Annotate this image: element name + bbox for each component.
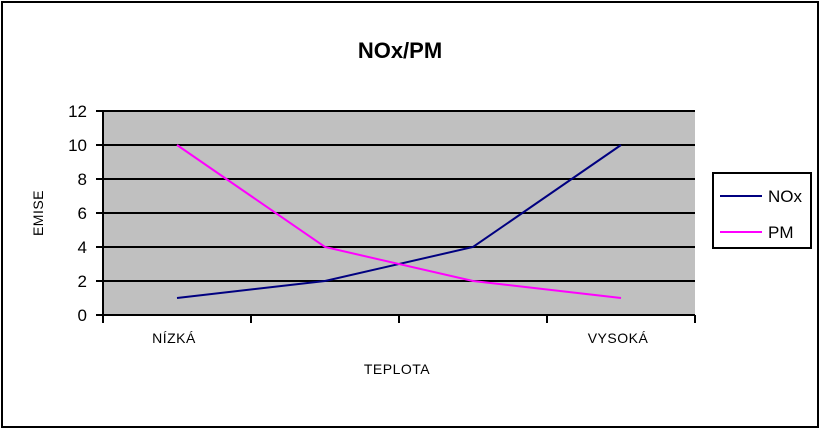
x-tick-label: VYSOKÁ <box>588 330 649 346</box>
y-tick-labels: 0 2 4 6 8 10 12 <box>68 102 87 325</box>
legend: NOx PM <box>712 172 812 249</box>
x-tick-labels: NÍZKÁ VYSOKÁ <box>152 330 648 346</box>
y-tick-label: 8 <box>78 170 87 189</box>
chart-title: NOx/PM <box>358 38 442 63</box>
y-tick-label: 4 <box>78 238 87 257</box>
series-line-pm <box>176 144 622 299</box>
y-tick-label: 0 <box>78 306 87 325</box>
y-tick-label: 6 <box>78 204 87 223</box>
y-tick-label: 2 <box>78 272 87 291</box>
x-axis-label: TEPLOTA <box>364 361 430 377</box>
x-tick-label: NÍZKÁ <box>152 330 196 346</box>
legend-label-pm: PM <box>768 223 794 242</box>
y-axis-label: EMISE <box>30 190 46 236</box>
series-lines <box>176 144 622 299</box>
axes <box>96 110 696 323</box>
legend-label-nox: NOx <box>768 187 803 206</box>
gridlines <box>103 110 695 282</box>
legend-box <box>712 172 812 249</box>
y-tick-label: 10 <box>68 136 87 155</box>
y-tick-label: 12 <box>68 102 87 121</box>
